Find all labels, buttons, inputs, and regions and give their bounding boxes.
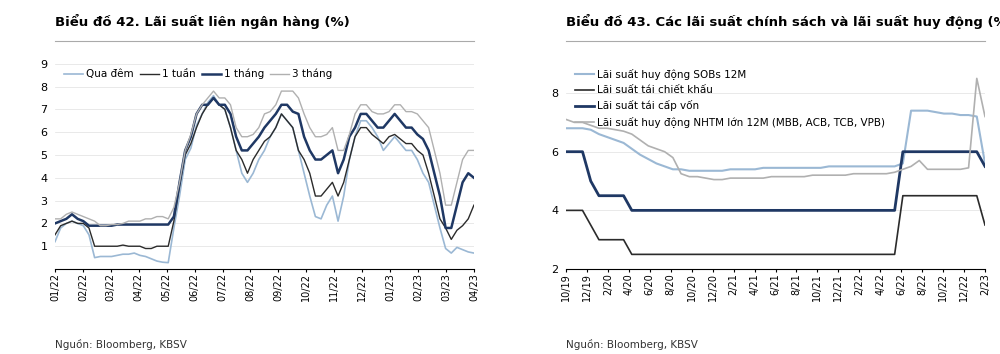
Text: Nguồn: Bloomberg, KBSV: Nguồn: Bloomberg, KBSV: [566, 339, 698, 350]
Legend: Qua đêm, 1 tuần, 1 tháng, 3 tháng: Qua đêm, 1 tuần, 1 tháng, 3 tháng: [60, 65, 337, 84]
Legend: Lãi suất huy động SOBs 12M, Lãi suất tái chiết khấu, Lãi suất tái cấp vốn, Lãi s: Lãi suất huy động SOBs 12M, Lãi suất tái…: [571, 65, 889, 132]
Text: Nguồn: Bloomberg, KBSV: Nguồn: Bloomberg, KBSV: [55, 339, 187, 350]
Text: Biểu đồ 43. Các lãi suất chính sách và lãi suất huy động (%): Biểu đồ 43. Các lãi suất chính sách và l…: [566, 14, 1000, 29]
Text: Biểu đồ 42. Lãi suất liên ngân hàng (%): Biểu đồ 42. Lãi suất liên ngân hàng (%): [55, 14, 350, 29]
